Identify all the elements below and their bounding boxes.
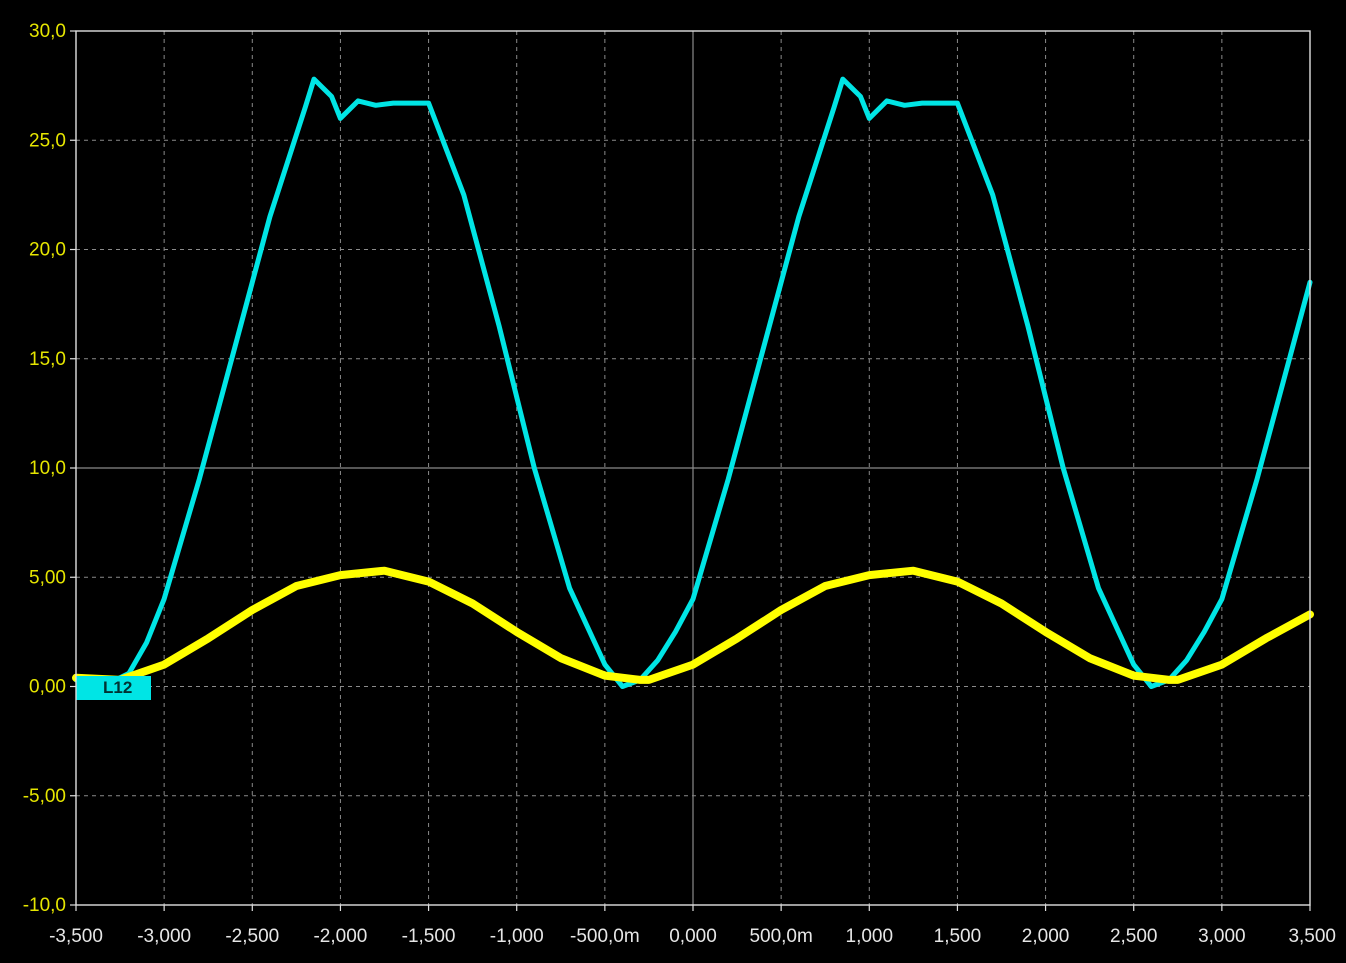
x-tick-label: -1,500 — [402, 926, 456, 947]
y-tick-label: 30,0 — [29, 21, 66, 42]
y-tick-label: 0,00 — [29, 677, 66, 698]
x-tick-label: -1,000 — [490, 926, 544, 947]
yellow-waveform — [72, 566, 1314, 684]
y-tick-label: 25,0 — [29, 130, 66, 151]
x-tick-label: 2,000 — [1022, 926, 1070, 947]
x-tick-label: 3,000 — [1198, 926, 1246, 947]
grid — [76, 31, 1310, 905]
y-tick-label: -5,00 — [23, 786, 66, 807]
x-tick-label: -500,0m — [570, 926, 640, 947]
x-tick-label: 2,500 — [1110, 926, 1158, 947]
x-tick-label: 0,000 — [669, 926, 717, 947]
x-tick-label: -2,500 — [225, 926, 279, 947]
y-tick-label: 5,00 — [29, 567, 66, 588]
cursor-marker-box[interactable] — [76, 676, 151, 700]
cursor-marker[interactable]: L12 — [76, 676, 151, 700]
x-tick-label: 3,500 — [1288, 926, 1336, 947]
x-tick-label: -2,000 — [313, 926, 367, 947]
x-tick-label: -3,000 — [137, 926, 191, 947]
x-tick-label: 1,000 — [846, 926, 894, 947]
x-tick-label: -3,500 — [49, 926, 103, 947]
waveforms — [72, 76, 1314, 689]
x-tick-label: 500,0m — [749, 926, 812, 947]
x-tick-label: 1,500 — [934, 926, 982, 947]
y-tick-label: 15,0 — [29, 349, 66, 370]
axes: -3,500 -3,000 -2,500 -2,000 -1,500 -1,000 -500… — [23, 21, 1336, 947]
cursor-marker-label: L12 — [103, 678, 132, 697]
y-tick-label: 10,0 — [29, 458, 66, 479]
cyan-waveform — [73, 76, 1313, 689]
y-tick-label: -10,0 — [23, 895, 66, 916]
y-tick-label: 20,0 — [29, 240, 66, 261]
